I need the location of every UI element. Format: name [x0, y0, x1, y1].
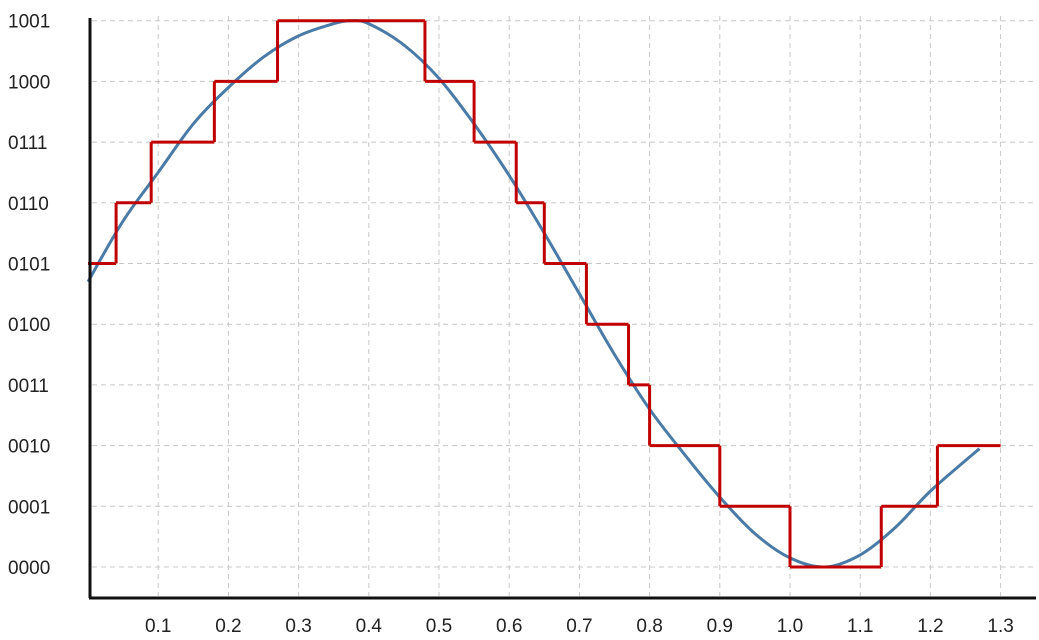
x-tick-label: 1.0: [777, 616, 803, 637]
x-tick-label: 0.7: [566, 616, 592, 637]
y-tick-label: 0101: [8, 255, 50, 276]
y-tick-label: 0011: [8, 376, 49, 397]
x-tick-label: 0.5: [426, 616, 452, 637]
axes: [88, 18, 1036, 600]
plot-area: [86, 19, 1001, 569]
y-tick-label: 1001: [8, 12, 50, 33]
x-tick-labels: 0.1 0.2 0.3 0.4 0.5 0.6 0.7 0.8 0.9 1.0 1.1 1.2 1.3: [145, 616, 1014, 637]
x-tick-label: 1.2: [917, 616, 943, 637]
y-tick-labels: 0000 0001 0010 0011 0100 0101 0110 0111 1000 1001: [8, 12, 50, 579]
y-tick-label: 0001: [8, 497, 50, 518]
quantized-signal: [88, 19, 1001, 569]
x-tick-label: 0.2: [215, 616, 241, 637]
analog-signal-line: [86, 19, 981, 569]
grid: [92, 16, 1036, 596]
y-tick-label: 0110: [8, 194, 49, 215]
x-tick-label: 0.1: [145, 616, 171, 637]
y-tick-label: 0111: [8, 133, 47, 154]
x-tick-label: 1.1: [847, 616, 873, 637]
x-tick-label: 0.9: [707, 616, 733, 637]
x-tick-label: 0.3: [285, 616, 311, 637]
x-tick-label: 0.4: [356, 616, 383, 637]
x-tick-label: 0.6: [496, 616, 522, 637]
y-tick-label: 0000: [8, 558, 50, 579]
y-tick-label: 0100: [8, 315, 50, 336]
y-tick-label: 0010: [8, 437, 50, 458]
x-tick-label: 1.3: [987, 616, 1013, 637]
x-tick-label: 0.8: [636, 616, 662, 637]
y-tick-label: 1000: [8, 72, 50, 93]
